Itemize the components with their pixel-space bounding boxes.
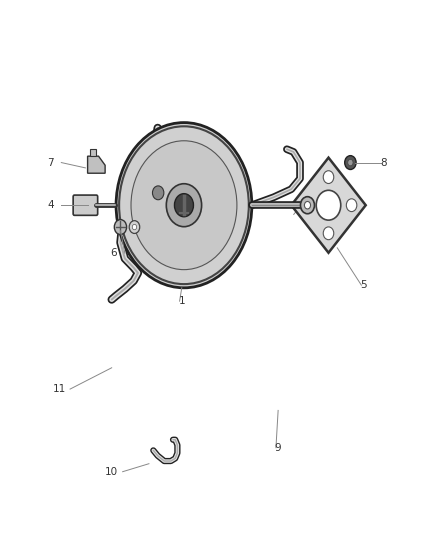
Circle shape	[174, 193, 194, 217]
Polygon shape	[88, 156, 105, 173]
Circle shape	[345, 156, 356, 169]
Text: 8: 8	[380, 158, 387, 167]
Circle shape	[304, 201, 311, 209]
Text: 5: 5	[360, 280, 367, 290]
Circle shape	[132, 224, 137, 230]
Circle shape	[152, 186, 164, 200]
Circle shape	[300, 197, 314, 214]
Circle shape	[166, 184, 201, 227]
Circle shape	[129, 221, 140, 233]
Circle shape	[300, 199, 311, 212]
Text: 7: 7	[47, 158, 54, 167]
FancyBboxPatch shape	[73, 195, 98, 215]
Circle shape	[346, 199, 357, 212]
Polygon shape	[291, 158, 366, 253]
Circle shape	[316, 190, 341, 220]
Text: 9: 9	[275, 443, 282, 453]
Circle shape	[131, 141, 237, 270]
Circle shape	[114, 220, 127, 235]
Text: 1: 1	[178, 296, 185, 306]
Text: 6: 6	[110, 248, 117, 258]
Text: 4: 4	[47, 200, 54, 210]
Polygon shape	[90, 149, 96, 156]
Text: 11: 11	[53, 384, 66, 394]
Circle shape	[348, 159, 353, 166]
Circle shape	[116, 123, 252, 288]
Circle shape	[323, 171, 334, 183]
Text: 10: 10	[105, 467, 118, 477]
Circle shape	[323, 227, 334, 240]
